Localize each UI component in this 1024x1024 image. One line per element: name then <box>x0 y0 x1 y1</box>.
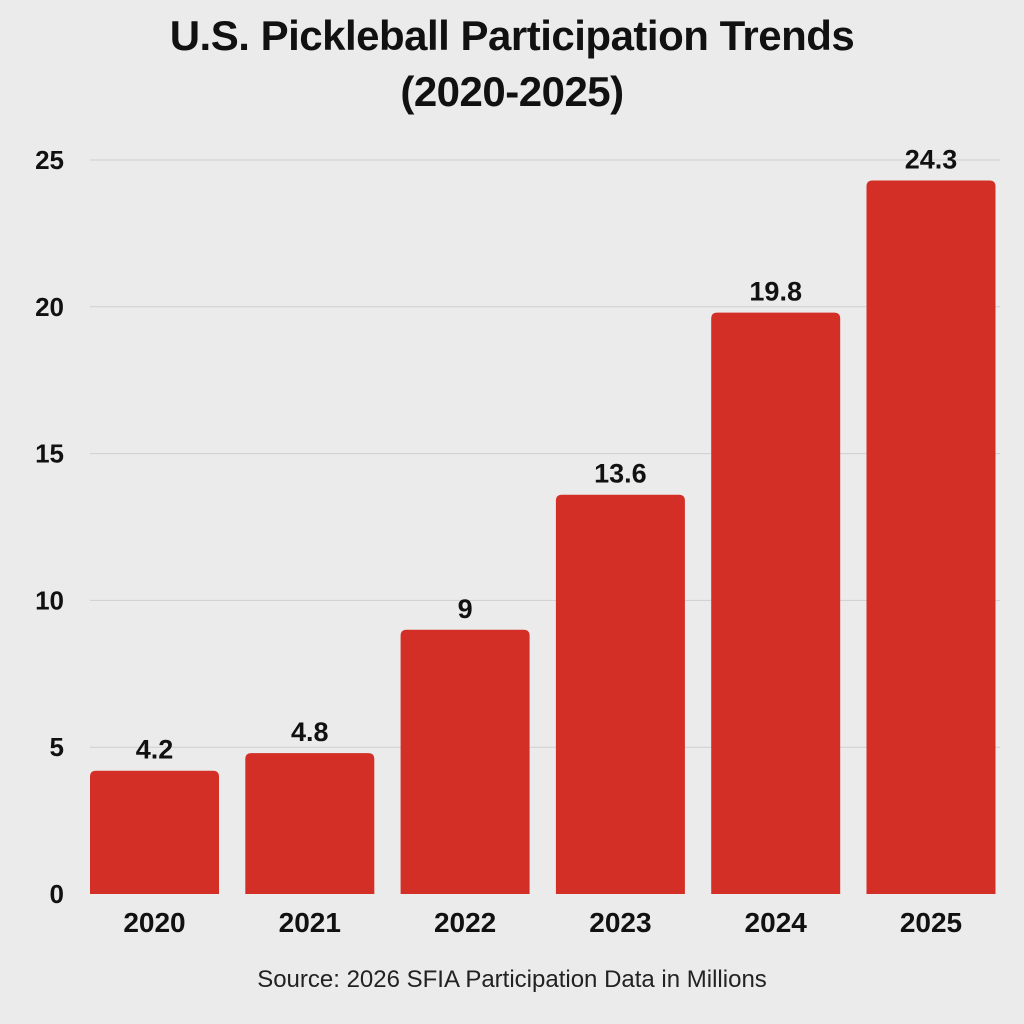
value-label: 4.2 <box>136 735 174 765</box>
value-label: 13.6 <box>594 459 647 489</box>
y-tick-label: 25 <box>35 145 64 175</box>
bars <box>90 180 996 894</box>
value-label: 24.3 <box>905 145 958 175</box>
x-tick-label: 2023 <box>589 907 651 938</box>
y-tick-label: 10 <box>35 585 64 615</box>
chart-title-line-2: (2020-2025) <box>400 68 624 115</box>
value-label: 19.8 <box>749 277 802 307</box>
value-label: 4.8 <box>291 717 329 747</box>
y-tick-label: 0 <box>50 879 64 909</box>
bar-2023 <box>555 494 685 894</box>
x-tick-label: 2025 <box>900 907 962 938</box>
y-tick-label: 20 <box>35 292 64 322</box>
grid-lines <box>90 159 1000 748</box>
value-labels: 4.2 4.8 9 13.6 19.8 24.3 <box>136 145 958 765</box>
y-tick-label: 5 <box>50 732 64 762</box>
x-tick-label: 2022 <box>434 907 496 938</box>
x-tick-label: 2024 <box>745 907 808 938</box>
y-tick-label: 15 <box>35 439 64 469</box>
x-tick-label: 2020 <box>123 907 185 938</box>
source-note: Source: 2026 SFIA Participation Data in … <box>257 966 767 993</box>
x-axis-ticks: 2020 2021 2022 2023 2024 2025 <box>123 907 962 938</box>
bar-2020 <box>90 770 219 894</box>
y-axis-ticks: 0 5 10 15 20 25 <box>35 145 64 909</box>
bar-2021 <box>245 753 375 894</box>
x-tick-label: 2021 <box>279 907 341 938</box>
bar-2025 <box>866 180 996 894</box>
bar-2024 <box>711 312 841 894</box>
bar-2022 <box>400 629 530 894</box>
value-label: 9 <box>458 594 473 624</box>
chart-title-line-1: U.S. Pickleball Participation Trends <box>169 12 855 59</box>
chart-title: U.S. Pickleball Participation Trends (20… <box>0 8 1024 120</box>
